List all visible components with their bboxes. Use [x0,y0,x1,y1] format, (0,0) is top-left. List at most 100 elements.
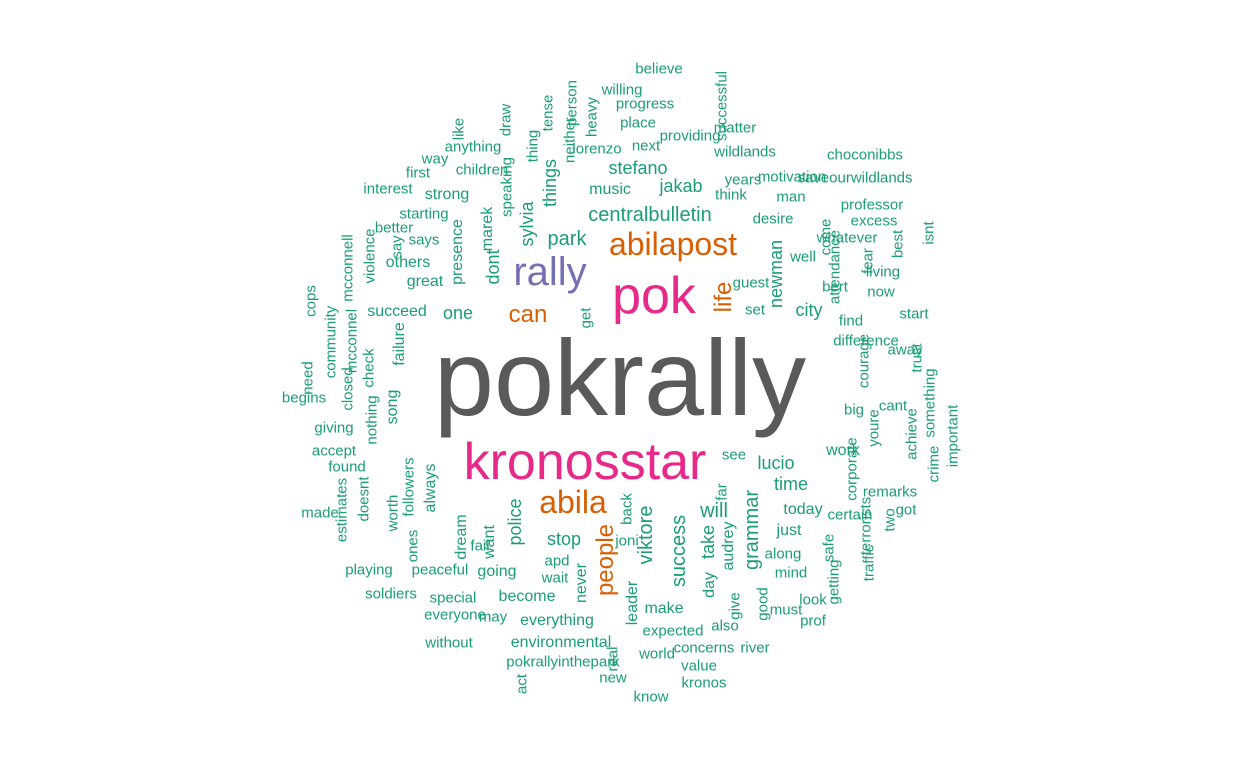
word-cant: cant [878,397,908,415]
word-man: man [776,188,806,206]
word-certain: certain [827,506,873,524]
word-lucio: lucio [757,453,795,473]
word-rally: rally [513,250,587,294]
word-guest: guest [732,274,770,292]
word-person: person [563,80,581,126]
word-motivation: motivation [757,168,827,186]
word-whatever: whatever [816,229,878,247]
word-mcconnell: mcconnell [339,234,357,302]
word-peaceful: peaceful [411,561,469,579]
word-without: without [425,634,473,652]
word-abila: abila [539,484,607,520]
word-just: just [776,522,802,539]
word-set: set [744,301,766,319]
word-presence: presence [449,219,466,285]
word-traffic: traffic [860,544,878,582]
word-also: also [711,617,739,635]
word-willing: willing [601,81,643,99]
word-success: success [668,514,690,588]
word-far: far [713,483,731,501]
word-joni: joni [615,532,639,550]
word-prof: prof [800,612,826,630]
word-make: make [644,600,684,617]
word-concerns: concerns [673,639,735,657]
word-pok: pok [612,267,696,325]
word-give: give [726,592,744,620]
word-heavy: heavy [583,96,601,138]
word-good: good [754,587,772,621]
word-one: one [442,303,474,323]
word-corporate: corporate [843,437,861,501]
word-safe: safe [820,533,838,563]
word-time: time [773,474,809,494]
word-lorenzo: lorenzo [572,140,622,158]
word-value: value [681,657,717,675]
word-well: well [790,248,816,266]
word-believe: believe [635,60,683,78]
word-cops: cops [302,285,320,317]
word-mcconnel: mcconnel [343,308,361,374]
word-followers: followers [400,457,418,517]
word-youre: youre [865,409,883,447]
word-become: become [498,588,556,605]
word-accept: accept [311,442,357,460]
word-nothing: nothing [363,395,381,445]
word-always: always [422,463,439,513]
word-desire: desire [752,210,794,228]
word-city: city [795,300,823,320]
word-choconibbs: choconibbs [827,146,903,164]
word-sylvia: sylvia [517,201,537,247]
word-jakab: jakab [659,176,703,196]
word-day: day [701,572,718,598]
word-failure: failure [391,322,408,366]
word-know: know [633,688,669,706]
word-getting: getting [825,559,843,605]
word-dont: dont [483,249,503,285]
word-act: act [513,673,531,695]
word-playing: playing [345,561,393,579]
word-made: made [301,504,339,522]
word-thing: thing [524,129,542,163]
word-starting: starting [399,205,449,223]
word-must: must [769,601,803,619]
word-wildlands: wildlands [714,143,776,161]
word-saveourwildlands: saveourwildlands [797,169,913,187]
word-wait: wait [541,569,569,587]
word-viktore: viktore [635,505,657,565]
word-closed: closed [339,367,357,411]
word-get: get [577,307,595,329]
word-check: check [360,348,378,388]
word-see: see [721,446,747,464]
word-fail: fail [470,537,490,555]
word-will: will [700,500,728,522]
word-mind: mind [774,564,808,582]
word-today: today [783,501,823,518]
word-next: next [631,137,661,155]
word-crime: crime [925,445,943,483]
word-centralbulletin: centralbulletin [588,204,712,226]
word-park: park [547,228,587,250]
word-special: special [429,589,477,607]
word-others: others [385,254,431,271]
word-first: first [405,164,431,182]
word-great: great [406,273,444,290]
word-children: children [455,161,509,179]
word-never: never [573,562,590,604]
word-worth: worth [384,494,402,532]
word-soldiers: soldiers [365,585,417,603]
word-excess: excess [850,212,898,230]
word-newman: newman [766,239,786,309]
word-best: best [889,229,907,259]
word-new: new [599,669,627,687]
word-apd: apd [544,552,570,570]
word-strong: strong [424,186,470,203]
word-giving: giving [314,419,354,437]
word-doesnt: doesnt [355,476,373,522]
word-song: song [384,389,401,425]
word-providing: providing [659,127,721,145]
word-community: community [322,305,340,379]
word-look: look [799,591,827,609]
word-draw: draw [497,103,515,137]
word-bert: bert [822,278,848,296]
word-can: can [508,301,548,328]
